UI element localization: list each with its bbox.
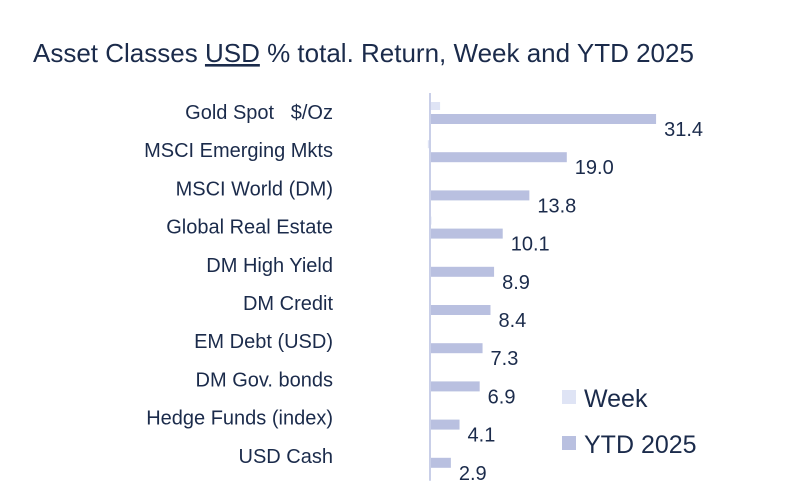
category-label-dm-gov-bonds: DM Gov. bonds [196,369,333,391]
bar-ytd-msci-world-dm [430,190,530,201]
data-label-global-real-estate: 10.1 [511,234,550,256]
data-label-hedge-funds-index: 4.1 [468,425,496,447]
category-label-msci-world-dm: MSCI World (DM) [176,178,333,200]
legend-swatch-ytd-2025 [562,436,576,450]
category-label-gold-spot-oz: Gold Spot $/Oz [185,102,333,124]
bar-ytd-global-real-estate [430,228,503,239]
chart-title-part-1: Asset Classes [33,38,205,68]
bars-layer [427,93,657,481]
data-label-msci-world-dm: 13.8 [537,195,576,217]
category-label-usd-cash: USD Cash [239,446,333,468]
chart-title-part-2: USD [205,38,260,68]
bar-ytd-usd-cash [430,457,451,468]
data-label-dm-credit: 8.4 [498,310,526,332]
bar-ytd-gold-spot-oz [430,114,657,124]
bar-week-msci-emerging-mkts [427,140,430,149]
labels-layer: Gold Spot $/Oz 31.4 MSCI Emerging Mkts 19.0… [144,102,703,485]
bar-ytd-msci-emerging-mkts [430,152,567,163]
bar-ytd-dm-gov-bonds [430,381,480,392]
chart-title-part-3: % total. Return, Week and YTD 2025 [260,38,694,68]
chart-title: Asset Classes USD % total. Return, Week … [33,38,694,68]
category-label-dm-credit: DM Credit [243,293,333,315]
bar-week-gold-spot-oz [430,102,441,110]
data-label-msci-emerging-mkts: 19.0 [575,157,614,179]
data-label-usd-cash: 2.9 [459,463,487,485]
bar-ytd-dm-credit [430,305,491,315]
category-label-em-debt-usd: EM Debt (USD) [194,331,333,353]
data-label-dm-high-yield: 8.9 [502,272,530,294]
category-label-hedge-funds-index: Hedge Funds (index) [146,408,333,430]
legend-label-week: Week [584,385,648,413]
legend-swatch-week [562,390,576,404]
legend: Week YTD 2025 [562,385,697,459]
data-label-gold-spot-oz: 31.4 [664,119,703,141]
legend-label-ytd-2025: YTD 2025 [584,431,697,459]
data-label-em-debt-usd: 7.3 [491,348,519,370]
data-label-dm-gov-bonds: 6.9 [488,386,516,408]
category-label-dm-high-yield: DM High Yield [206,255,333,277]
bar-ytd-em-debt-usd [430,343,483,354]
bar-ytd-dm-high-yield [430,266,495,277]
bar-ytd-hedge-funds-index [430,419,460,430]
category-label-msci-emerging-mkts: MSCI Emerging Mkts [144,140,333,162]
category-label-global-real-estate: Global Real Estate [166,217,333,239]
